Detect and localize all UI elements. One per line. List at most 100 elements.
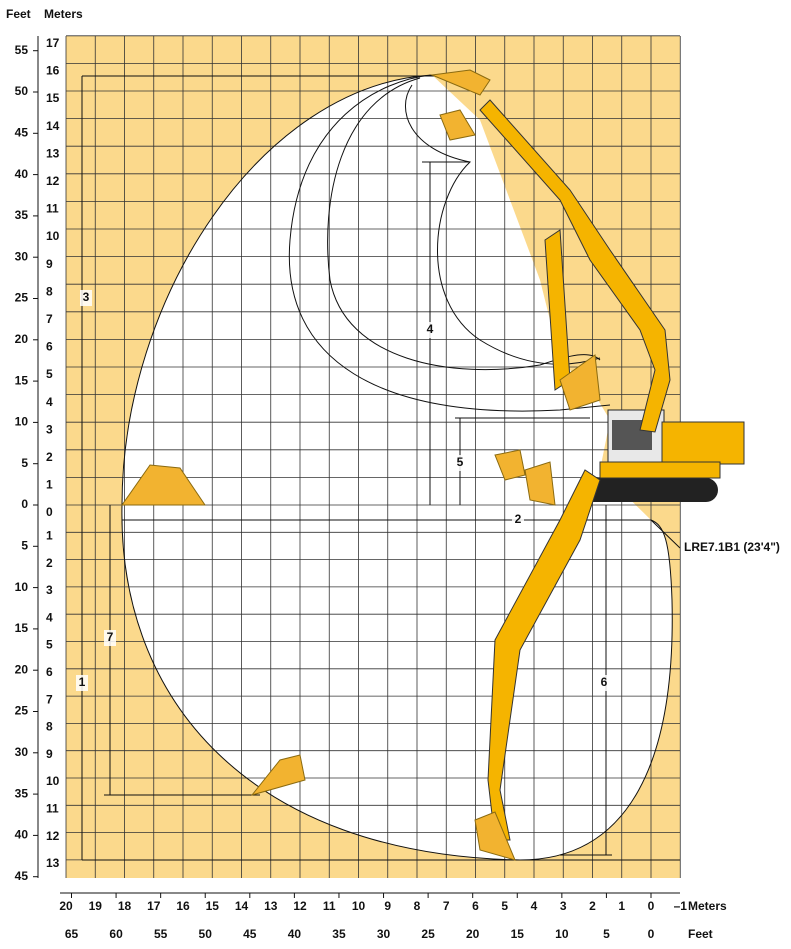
meter-tick-label: 12 — [46, 829, 60, 843]
meter-tick-label: 12 — [46, 174, 60, 188]
meter-tick-label: 8 — [46, 720, 53, 734]
feet-tick-label: 20 — [15, 332, 29, 346]
dimension-label-bg — [598, 675, 610, 691]
feet-tick-label: 0 — [648, 927, 655, 941]
meter-tick-label: 10 — [46, 774, 60, 788]
dimension-label: 3 — [83, 290, 90, 304]
dimension-label: 1 — [79, 675, 86, 689]
feet-tick-label: 55 — [154, 927, 168, 941]
meter-tick-label: 17 — [147, 899, 161, 913]
feet-tick-label: 15 — [511, 927, 525, 941]
feet-tick-label: 5 — [21, 456, 28, 470]
meter-tick-label: 9 — [46, 747, 53, 761]
meter-tick-label: 8 — [46, 284, 53, 298]
feet-tick-label: 30 — [15, 745, 29, 759]
meter-tick-label: 14 — [46, 119, 60, 133]
meter-tick-label: 0 — [648, 899, 655, 913]
meter-tick-label: 9 — [384, 899, 391, 913]
feet-tick-label: 15 — [15, 621, 29, 635]
meters-header: Meters — [44, 7, 83, 21]
reach-curve — [404, 84, 601, 365]
meter-tick-label: 16 — [176, 899, 190, 913]
feet-tick-label: 30 — [15, 249, 29, 263]
meter-tick-label: 15 — [206, 899, 220, 913]
meter-tick-label: 10 — [352, 899, 366, 913]
meter-tick-label: 5 — [501, 899, 508, 913]
dimension-label: 5 — [457, 455, 464, 469]
feet-tick-label: 45 — [15, 125, 29, 139]
dimension-label-bg — [454, 455, 466, 471]
meter-tick-label: 10 — [46, 229, 60, 243]
feet-tick-label: 65 — [65, 927, 79, 941]
meter-tick-label: 3 — [46, 422, 53, 436]
feet-tick-label: 40 — [15, 828, 29, 842]
feet-tick-label: 15 — [15, 373, 29, 387]
meter-tick-label: 9 — [46, 257, 53, 271]
dimension-label-bg — [424, 322, 436, 338]
feet-tick-label: 50 — [199, 927, 213, 941]
meter-tick-label: 6 — [472, 899, 479, 913]
meter-tick-label: 20 — [59, 899, 73, 913]
feet-tick-label: 40 — [288, 927, 302, 941]
feet-tick-label: 25 — [15, 704, 29, 718]
meter-tick-label: 8 — [414, 899, 421, 913]
meter-tick-label: 5 — [46, 367, 53, 381]
feet-tick-label: 60 — [109, 927, 123, 941]
feet-tick-label: 25 — [421, 927, 435, 941]
meter-tick-label: 15 — [46, 91, 60, 105]
meter-tick-label: 18 — [118, 899, 132, 913]
meter-tick-label: 14 — [235, 899, 249, 913]
meter-tick-label: 11 — [46, 202, 59, 216]
meter-tick-label: 11 — [323, 899, 336, 913]
feet-tick-label: 45 — [243, 927, 257, 941]
meter-tick-label: 12 — [293, 899, 307, 913]
feet-tick-label: 35 — [15, 786, 29, 800]
meter-tick-label: 0 — [46, 505, 53, 519]
meter-tick-label: 2 — [589, 899, 596, 913]
dimension-label-bg — [104, 630, 116, 646]
meter-tick-label: 1 — [46, 478, 53, 492]
meter-tick-label: 4 — [531, 899, 538, 913]
feet-tick-label: 20 — [466, 927, 480, 941]
feet-tick-label: 10 — [555, 927, 569, 941]
feet-tick-label: 35 — [15, 208, 29, 222]
envelope-outline — [121, 74, 673, 861]
meter-tick-label: 5 — [46, 638, 53, 652]
meter-tick-label: 16 — [46, 64, 60, 78]
dimension-label: 2 — [515, 512, 522, 526]
meter-tick-label: 3 — [46, 583, 53, 597]
dimension-label-bg — [80, 290, 92, 306]
meter-tick-label: 13 — [264, 899, 278, 913]
meter-tick-label: 1 — [46, 528, 53, 542]
meter-tick-label: –1 — [674, 899, 688, 913]
meter-tick-label: 7 — [443, 899, 450, 913]
meter-tick-label: 17 — [46, 36, 60, 50]
feet-tick-label: 45 — [15, 869, 29, 883]
feet-tick-label: 10 — [15, 415, 29, 429]
reach-curve — [288, 74, 611, 412]
meter-tick-label: 2 — [46, 450, 53, 464]
feet-tick-label: 55 — [15, 43, 29, 57]
meter-tick-label: 13 — [46, 146, 60, 160]
feet-tick-label: 40 — [15, 167, 29, 181]
bottom-feet-label: Feet — [688, 927, 713, 941]
feet-tick-label: 5 — [21, 538, 28, 552]
grid — [65, 35, 681, 878]
meter-tick-label: 3 — [560, 899, 567, 913]
feet-tick-label: 35 — [332, 927, 346, 941]
feet-header: Feet — [6, 7, 31, 21]
dimension-label-bg — [76, 675, 88, 691]
meter-tick-label: 13 — [46, 856, 60, 870]
bottom-meters-label: Meters — [688, 899, 727, 913]
meter-tick-label: 19 — [89, 899, 103, 913]
excavator — [121, 69, 745, 861]
stick-label: LRE7.1B1 (23'4") — [684, 540, 780, 554]
dimension-label: 4 — [427, 322, 434, 336]
meter-tick-label: 7 — [46, 692, 53, 706]
meter-tick-label: 4 — [46, 610, 53, 624]
dimension-label-bg — [512, 512, 524, 528]
meter-tick-label: 2 — [46, 556, 53, 570]
feet-tick-label: 0 — [21, 497, 28, 511]
feet-tick-label: 20 — [15, 662, 29, 676]
